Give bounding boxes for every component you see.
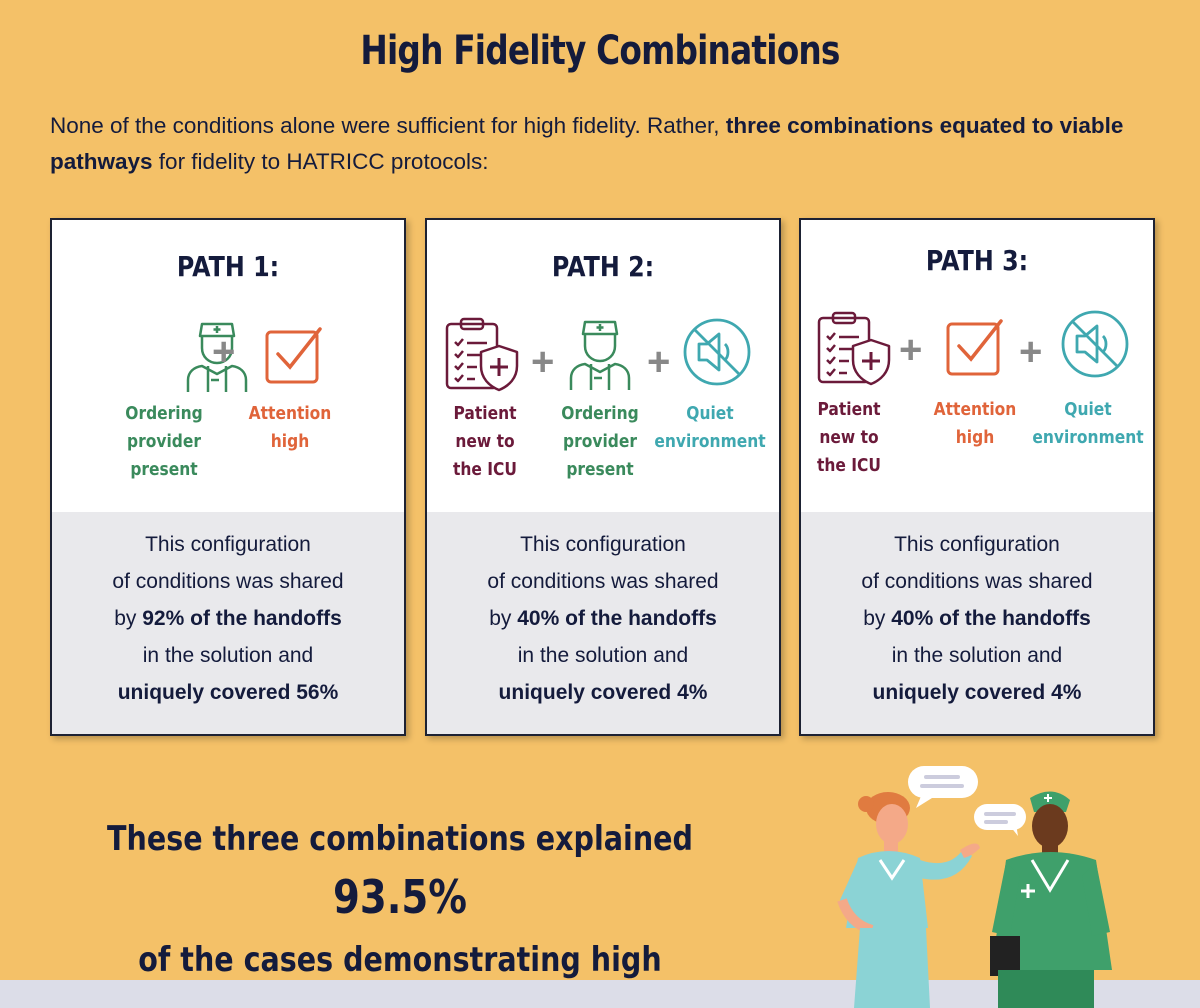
page-title: High Fidelity Combinations xyxy=(360,28,840,74)
label-line: Attention xyxy=(248,403,332,424)
muted-speaker-icon xyxy=(683,318,751,386)
desc-pct: 40% of the handoffs xyxy=(517,607,717,630)
desc-pct: 92% of the handoffs xyxy=(142,607,342,630)
desc-line: by 40% of the handoffs xyxy=(427,600,779,637)
label-line: provider xyxy=(563,431,637,452)
label-line: environment xyxy=(1032,427,1144,448)
clipboard-icon xyxy=(817,311,891,386)
label-line: Patient xyxy=(453,403,517,424)
desc-line: This configuration xyxy=(894,533,1060,556)
label-line: present xyxy=(130,459,198,480)
clinicians-illustration xyxy=(837,766,1112,1008)
path-1-description: This configuration of conditions was sha… xyxy=(52,512,404,734)
desc-line: This configuration xyxy=(520,533,686,556)
checkbox-icon xyxy=(946,319,1003,376)
plus-sign: + xyxy=(1019,330,1043,374)
label-line: new to xyxy=(819,427,879,448)
desc-line: by 92% of the handoffs xyxy=(52,600,404,637)
path-1-card: PATH 1: + Ordering provider present Atte… xyxy=(50,218,406,736)
plus-sign: + xyxy=(899,328,923,372)
desc-line: of conditions was shared xyxy=(487,570,719,593)
path-1-title: PATH 1: xyxy=(176,250,280,283)
path-3-title: PATH 3: xyxy=(925,244,1029,277)
path-2-card: PATH 2: + + Patient new to xyxy=(425,218,781,736)
desc-line: in the solution and xyxy=(517,644,689,667)
muted-speaker-icon xyxy=(1061,310,1129,378)
label-line: Quiet xyxy=(686,403,734,424)
label-line: provider xyxy=(127,431,201,452)
label-line: Attention xyxy=(933,399,1017,420)
doctor-man-figure xyxy=(990,791,1112,1008)
label-line: the ICU xyxy=(816,455,881,476)
condition-label: Attention high xyxy=(923,396,1026,452)
intro-text-1: None of the conditions alone were suffic… xyxy=(50,113,726,138)
label-line: the ICU xyxy=(452,459,517,480)
label-line: high xyxy=(955,427,995,448)
desc-by: by xyxy=(489,607,518,630)
intro-text-2: for fidelity to HATRICC protocols: xyxy=(152,149,489,174)
summary-lead: These three combinations explained xyxy=(107,819,693,859)
desc-line: by 40% of the handoffs xyxy=(801,600,1153,637)
nurse-woman-figure xyxy=(837,792,980,1008)
desc-pct: 40% of the handoffs xyxy=(891,607,1091,630)
condition-label: Patient new to the ICU xyxy=(433,400,536,484)
desc-by: by xyxy=(114,607,143,630)
plus-sign: + xyxy=(212,330,236,374)
label-line: Quiet xyxy=(1064,399,1112,420)
condition-label: Ordering provider present xyxy=(112,400,215,484)
condition-label: Ordering provider present xyxy=(548,400,651,484)
path-3-description: This configuration of conditions was sha… xyxy=(801,512,1153,734)
condition-label: Attention high xyxy=(238,400,341,456)
summary-line-2: of the cases demonstrating high fidelity… xyxy=(138,940,662,1008)
summary-line-1: These three combinations explained 93.5% xyxy=(89,810,711,931)
label-line: Patient xyxy=(817,399,881,420)
desc-unique: uniquely covered 4% xyxy=(498,681,708,704)
path-2-title: PATH 2: xyxy=(551,250,655,283)
condition-label: Patient new to the ICU xyxy=(797,396,900,480)
condition-label: Quiet environment xyxy=(654,400,766,456)
nurse-icon xyxy=(186,322,248,392)
condition-label: Quiet environment xyxy=(1032,396,1144,452)
label-line: Ordering xyxy=(561,403,639,424)
desc-line: of conditions was shared xyxy=(861,570,1093,593)
desc-line: in the solution and xyxy=(891,644,1063,667)
label-line: high xyxy=(270,431,310,452)
desc-line: This configuration xyxy=(145,533,311,556)
plus-sign: + xyxy=(531,340,555,384)
path-3-card: PATH 3: + + Patient new to the ICU Atten… xyxy=(799,218,1155,736)
label-line: present xyxy=(566,459,634,480)
label-line: environment xyxy=(654,431,766,452)
desc-line: in the solution and xyxy=(142,644,314,667)
intro-text: None of the conditions alone were suffic… xyxy=(50,108,1170,180)
label-line: new to xyxy=(455,431,515,452)
desc-by: by xyxy=(863,607,892,630)
desc-unique: uniquely covered 4% xyxy=(872,681,1082,704)
desc-line: of conditions was shared xyxy=(112,570,344,593)
desc-unique: uniquely covered 56% xyxy=(117,681,339,704)
summary-percent: 93.5% xyxy=(332,870,468,924)
clipboard-icon xyxy=(445,317,519,392)
intro-bold: three combinations equated to viable pat… xyxy=(50,113,1124,174)
plus-sign: + xyxy=(647,340,671,384)
checkbox-icon xyxy=(265,327,322,384)
label-line: Ordering xyxy=(125,403,203,424)
speech-bubble-icon xyxy=(908,766,978,808)
summary-text: These three combinations explained 93.5%… xyxy=(89,810,711,1008)
path-2-description: This configuration of conditions was sha… xyxy=(427,512,779,734)
nurse-icon xyxy=(569,320,631,390)
speech-bubble-icon xyxy=(974,804,1026,836)
